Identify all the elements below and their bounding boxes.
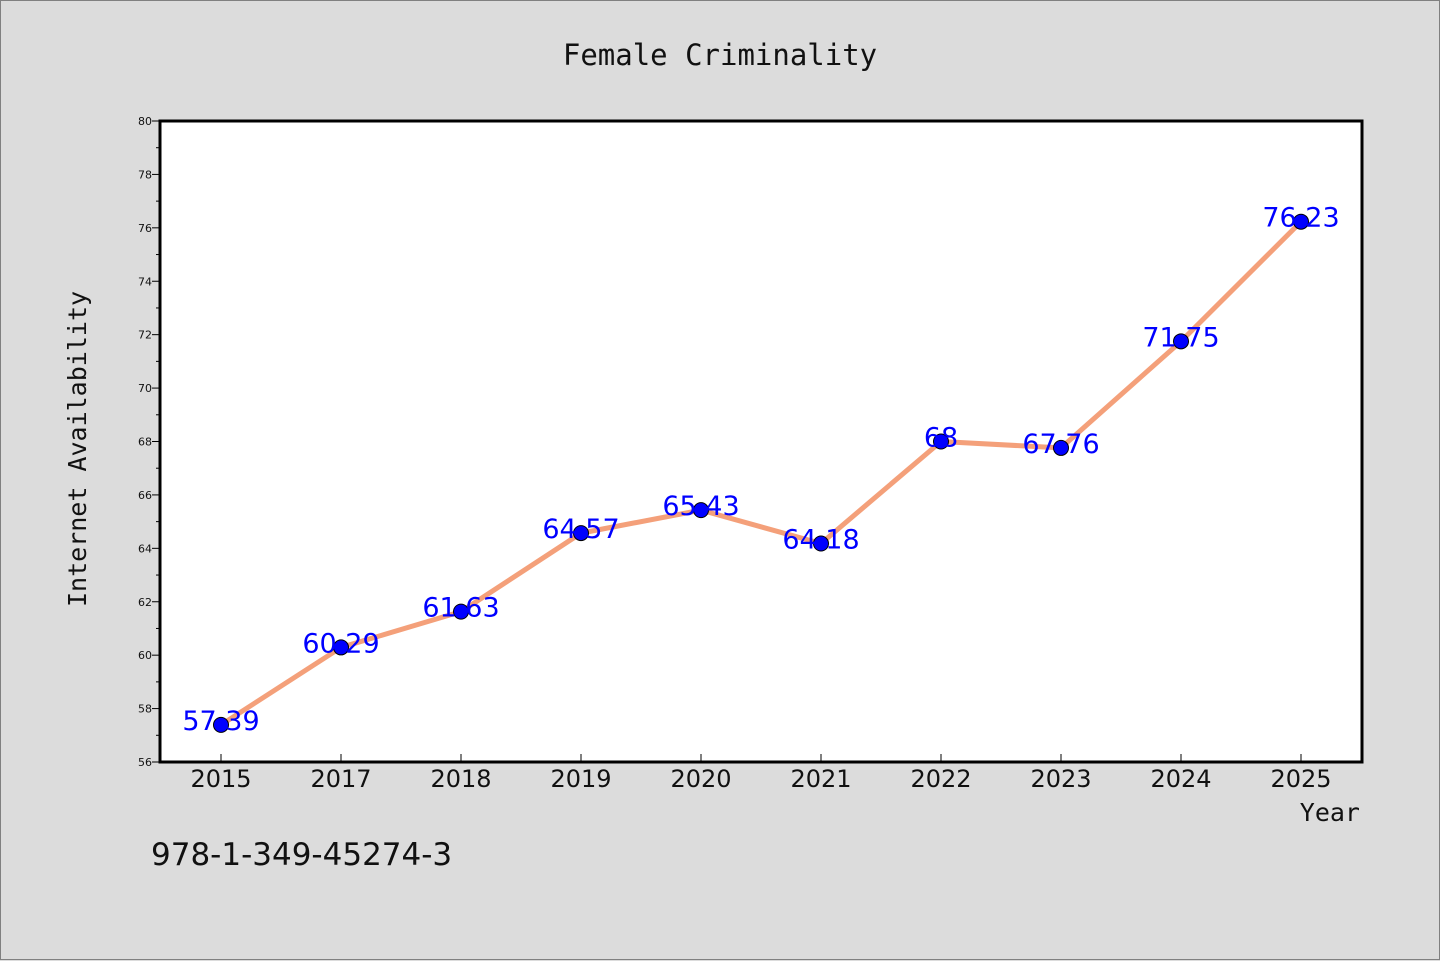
x-tick-label: 2022	[910, 765, 971, 793]
y-tick-label: 68	[138, 436, 152, 449]
data-label: 64.18	[782, 525, 859, 556]
y-tick-label: 76	[138, 222, 152, 235]
y-tick-label: 72	[138, 329, 152, 342]
data-label: 64.57	[542, 514, 619, 545]
data-point	[1293, 213, 1309, 230]
chart-title: Female Criminality	[563, 38, 877, 72]
y-axis: 56 58 60 62 64 66 68 70 72 74 76 78 80	[138, 115, 160, 769]
y-tick-label: 80	[138, 115, 152, 128]
x-axis-label: Year	[1300, 798, 1360, 827]
data-label: 67.76	[1022, 429, 1099, 460]
x-axis: 2015 2017 2018 2019 2020 2021 2022 2023 2024 2025	[190, 754, 1332, 793]
y-tick-label: 66	[138, 489, 152, 502]
data-point	[693, 502, 709, 519]
plot-area	[158, 119, 1364, 764]
data-point	[1053, 439, 1069, 456]
y-axis-label: Internet Availability	[63, 291, 92, 607]
data-labels: 57.39 60.29 61.63 64.57 65.43 64.18 68 67.76 71.…	[182, 203, 1339, 737]
y-tick-label: 60	[138, 649, 152, 662]
x-tick-label: 2024	[1150, 765, 1211, 793]
y-tick-label: 56	[138, 756, 152, 769]
data-point	[573, 525, 589, 542]
y-tick-label: 64	[138, 542, 152, 555]
footer-isbn: 978-1-349-45274-3	[151, 837, 452, 873]
x-tick-label: 2017	[310, 765, 371, 793]
data-label: 60.29	[302, 628, 379, 659]
series-markers	[213, 213, 1309, 733]
data-label: 65.43	[662, 491, 739, 522]
data-label: 71.75	[1142, 322, 1219, 353]
data-label: 76.23	[1262, 203, 1339, 234]
data-point	[213, 716, 229, 733]
series-line	[218, 219, 1304, 728]
data-label: 61.63	[422, 593, 499, 624]
data-point	[933, 433, 949, 450]
y-tick-label: 78	[138, 168, 152, 181]
data-point	[813, 535, 829, 552]
data-point	[453, 603, 469, 620]
x-tick-label: 2021	[790, 765, 851, 793]
x-tick-label: 2019	[550, 765, 611, 793]
y-tick-label: 74	[138, 275, 152, 288]
y-tick-label: 70	[138, 382, 152, 395]
x-tick-label: 2015	[190, 765, 251, 793]
data-point	[333, 639, 349, 656]
y-tick-label: 62	[138, 596, 152, 609]
y-tick-label: 58	[138, 703, 152, 716]
data-label: 57.39	[182, 706, 259, 737]
data-point	[1173, 333, 1189, 350]
x-tick-label: 2023	[1030, 765, 1091, 793]
x-tick-label: 2018	[430, 765, 491, 793]
x-tick-label: 2020	[670, 765, 731, 793]
x-tick-label: 2025	[1270, 765, 1331, 793]
data-label: 68	[924, 423, 958, 454]
